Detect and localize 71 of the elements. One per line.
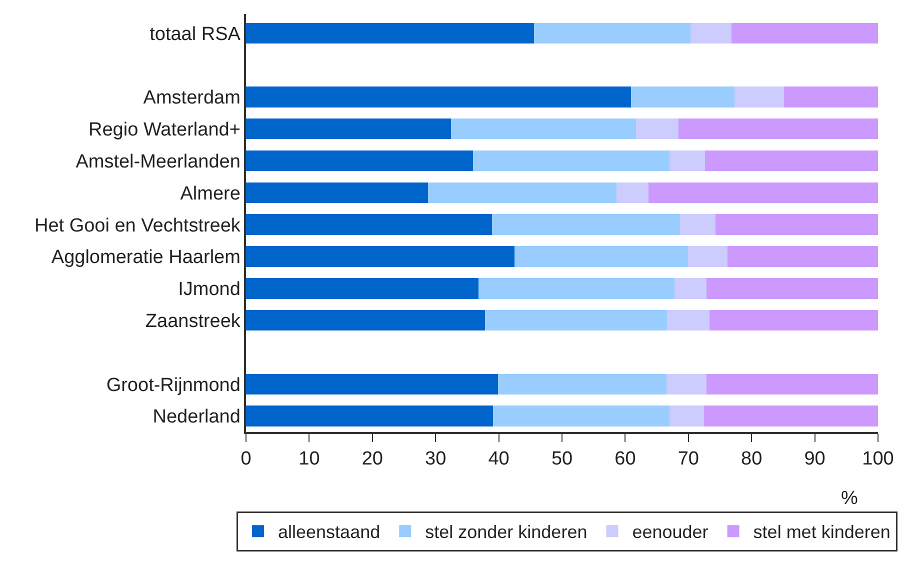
bar (428, 182, 616, 204)
bar (666, 374, 707, 395)
bar (731, 22, 878, 44)
bar (706, 278, 878, 299)
bar (498, 374, 666, 395)
bar (709, 310, 878, 331)
legend-label: eenouder (632, 522, 708, 542)
bar (246, 214, 492, 235)
x-tick-label: 0 (240, 448, 252, 470)
y-tick-label: Zaanstreek (145, 310, 241, 332)
bar (680, 214, 716, 235)
x-tick-label: 100 (862, 448, 894, 470)
bar (472, 150, 670, 172)
bar (484, 310, 667, 331)
bar (648, 182, 878, 204)
legend-label: stel met kinderen (753, 522, 890, 542)
bar (706, 374, 878, 395)
bar (669, 150, 705, 172)
y-tick-label: Groot-Rijnmond (106, 374, 240, 396)
bar (728, 246, 878, 267)
legend-label: stel zonder kinderen (425, 522, 588, 542)
bar (478, 278, 674, 299)
bar (246, 118, 451, 140)
bar (616, 182, 649, 204)
y-tick-label: totaal RSA (150, 24, 241, 45)
x-tick-label: 10 (298, 448, 320, 470)
bar (636, 118, 678, 140)
y-tick-label: Agglomeratie Haarlem (51, 247, 240, 268)
bar (246, 150, 473, 172)
x-tick-label: 60 (614, 448, 636, 470)
y-tick-label: Nederland (152, 406, 240, 428)
bar (734, 86, 784, 108)
bar (514, 246, 688, 267)
bar (450, 118, 636, 140)
y-tick-label: IJmond (178, 279, 240, 300)
bar (246, 86, 631, 108)
bar (246, 406, 494, 426)
x-tick-label: 30 (425, 448, 446, 470)
y-tick-label: Almere (180, 183, 240, 204)
bar (630, 86, 735, 108)
bar (669, 406, 704, 426)
bar (704, 150, 878, 172)
bar (246, 182, 428, 204)
y-tick-label: Het Gooi en Vechtstreek (34, 215, 241, 236)
y-tick-label: Amstel-Meerlanden (76, 151, 240, 172)
bar (246, 374, 498, 395)
bar (704, 406, 878, 426)
bar (666, 310, 710, 331)
bar (246, 278, 479, 299)
x-tick-label: 70 (678, 448, 699, 470)
x-tick-label: 90 (804, 448, 826, 470)
x-tick-label: 40 (488, 448, 510, 470)
bar (784, 86, 878, 108)
x-axis-title: % (841, 488, 858, 509)
bar (246, 246, 515, 267)
x-tick-label: 80 (741, 448, 762, 470)
bar (716, 214, 878, 235)
bar (688, 246, 728, 267)
bar (492, 214, 680, 235)
x-tick-label: 20 (362, 448, 383, 470)
bar (674, 278, 707, 299)
bar (678, 118, 878, 140)
x-tick-label: 50 (551, 448, 573, 470)
y-tick-label: Regio Waterland+ (88, 120, 240, 141)
bar (493, 406, 670, 426)
legend-label: alleenstaand (278, 522, 380, 542)
bar (246, 310, 485, 331)
y-tick-label: Amsterdam (143, 88, 240, 109)
bar (690, 22, 732, 44)
bar (534, 22, 690, 44)
bar (246, 22, 534, 44)
